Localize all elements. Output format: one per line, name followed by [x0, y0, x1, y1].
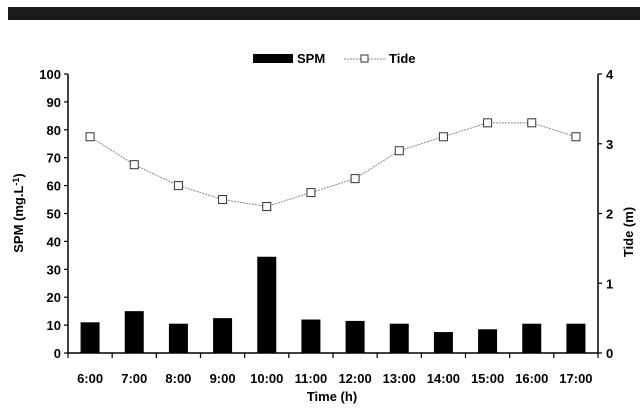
x-axis-title: Time (h) — [307, 389, 357, 404]
tide-point — [306, 188, 316, 198]
top-header-bar — [8, 7, 640, 20]
tide-point — [262, 202, 272, 212]
x-tick-label: 16:00 — [515, 371, 548, 386]
y2-tick-label: 1 — [606, 276, 613, 291]
right-axis-ticks: 0 1 2 3 4 — [598, 67, 614, 361]
spm-bar — [257, 256, 277, 353]
x-tick-label: 15:00 — [471, 371, 504, 386]
x-tick-label: 14:00 — [427, 371, 460, 386]
y2-tick-label: 3 — [606, 137, 613, 152]
tide-point — [571, 132, 581, 142]
tide-point — [527, 118, 537, 128]
x-tick-label: 12:00 — [338, 371, 371, 386]
spm-bar — [213, 318, 233, 353]
y-tick-label: 70 — [47, 151, 61, 166]
tide-point — [85, 132, 95, 142]
tide-point — [483, 118, 493, 128]
y-tick-label: 50 — [47, 207, 61, 222]
x-tick-label: 10:00 — [250, 371, 283, 386]
y-tick-label: 40 — [47, 234, 61, 249]
y-tick-label: 20 — [47, 290, 61, 305]
x-tick-label: 8:00 — [165, 371, 191, 386]
legend-spm-label: SPM — [297, 51, 325, 66]
tide-line — [89, 122, 577, 208]
x-tick-label: 13:00 — [383, 371, 416, 386]
x-tick-label: 6:00 — [77, 371, 103, 386]
tide-series — [85, 118, 581, 212]
spm-bar — [301, 319, 321, 353]
y-tick-label: 60 — [47, 179, 61, 194]
tide-point — [129, 160, 139, 170]
spm-bar — [566, 323, 586, 353]
y-axis-left-title: SPM (mg.L-1) — [11, 173, 26, 253]
y-tick-label: 90 — [47, 95, 61, 110]
spm-bar — [522, 323, 542, 353]
y-tick-label: 80 — [47, 123, 61, 138]
legend-tide-marker — [360, 54, 369, 63]
y2-tick-label: 4 — [606, 67, 614, 82]
spm-bars — [80, 256, 586, 353]
y-tick-label: 10 — [47, 318, 61, 333]
y-axis-right-title: Tide (m) — [621, 207, 636, 257]
x-axis-ticks: 6:00 7:00 8:00 9:00 10:00 11:00 12:00 13:00 14:0… — [67, 353, 599, 386]
spm-bar — [478, 329, 498, 353]
tide-point — [438, 132, 448, 142]
spm-bar — [168, 323, 188, 353]
spm-bar — [389, 323, 409, 353]
x-tick-label: 17:00 — [559, 371, 592, 386]
y-tick-label: 30 — [47, 262, 61, 277]
y-tick-label: 100 — [39, 67, 61, 82]
tide-point — [350, 174, 360, 184]
x-tick-label: 9:00 — [210, 371, 236, 386]
x-tick-label: 7:00 — [121, 371, 147, 386]
tide-point — [218, 195, 228, 205]
spm-bar — [433, 332, 453, 353]
legend: SPM Tide — [253, 51, 416, 66]
legend-tide-label: Tide — [389, 51, 416, 66]
spm-bar — [124, 311, 144, 353]
left-axis-ticks: 0 10 20 30 40 50 60 70 80 90 100 — [39, 67, 68, 361]
tide-point — [394, 146, 404, 156]
spm-bar — [345, 320, 365, 353]
legend-spm-swatch — [253, 54, 293, 63]
y2-tick-label: 0 — [606, 346, 613, 361]
tide-point — [173, 181, 183, 191]
y2-tick-label: 2 — [606, 207, 613, 222]
spm-bar — [80, 322, 100, 353]
x-tick-label: 11:00 — [295, 371, 328, 386]
y-tick-label: 0 — [54, 346, 61, 361]
